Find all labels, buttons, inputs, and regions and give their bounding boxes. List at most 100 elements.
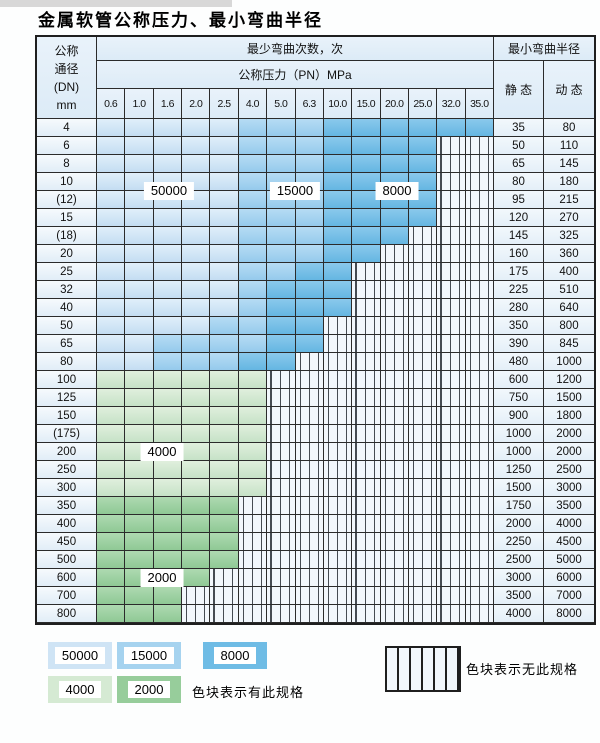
spec-cell: [125, 551, 154, 569]
spec-cell: [238, 299, 268, 317]
spec-cell: [125, 407, 154, 425]
spec-cell: [380, 137, 409, 155]
no-spec-cell: [352, 605, 381, 623]
spec-cell: [97, 119, 126, 137]
no-spec-cell: [380, 281, 409, 299]
static-radius-cell: 3500: [494, 587, 544, 605]
spec-cell: [380, 227, 409, 245]
dn-cell: 450: [37, 533, 97, 551]
spec-cell: [267, 119, 296, 137]
dynamic-radius-cell: 360: [544, 245, 594, 263]
spec-cell: [97, 335, 126, 353]
no-spec-cell: [295, 569, 324, 587]
spec-cell: [408, 119, 438, 137]
no-spec-cell: [352, 389, 381, 407]
spec-cell: [210, 515, 239, 533]
dynamic-radius-cell: 1200: [544, 371, 594, 389]
no-spec-cell: [380, 317, 409, 335]
spec-cell: [182, 425, 211, 443]
spec-cell: [352, 245, 381, 263]
static-radius-cell: 3000: [494, 569, 544, 587]
dynamic-radius-cell: 510: [544, 281, 594, 299]
no-spec-cell: [182, 605, 211, 623]
spec-cell: [97, 515, 126, 533]
spec-cell: [97, 605, 126, 623]
static-radius-cell: 350: [494, 317, 544, 335]
static-radius-cell: 80: [494, 173, 544, 191]
header-pressure-tick: 10.0: [323, 89, 353, 119]
spec-cell: [267, 281, 296, 299]
spec-cell: [97, 587, 126, 605]
no-spec-cell: [267, 587, 296, 605]
no-spec-cell: [380, 569, 409, 587]
no-spec-cell: [352, 371, 381, 389]
spec-cell: [323, 299, 353, 317]
no-spec-cell: [408, 407, 438, 425]
no-spec-cell: [295, 371, 324, 389]
spec-cell: [153, 263, 183, 281]
dynamic-radius-cell: 145: [544, 155, 594, 173]
spec-cell: [210, 335, 239, 353]
spec-cell: [295, 137, 324, 155]
no-spec-cell: [380, 245, 409, 263]
spec-cell: [182, 461, 211, 479]
no-spec-cell: [465, 605, 494, 623]
spec-cell: [295, 227, 324, 245]
no-spec-cell: [437, 371, 466, 389]
spec-cell: [323, 227, 353, 245]
dn-cell: 200: [37, 443, 97, 461]
spec-cell: [238, 371, 268, 389]
no-spec-cell: [295, 353, 324, 371]
spec-cell: [125, 425, 154, 443]
static-radius-cell: 1750: [494, 497, 544, 515]
spec-cell: [182, 227, 211, 245]
dynamic-radius-cell: 400: [544, 263, 594, 281]
no-spec-cell: [437, 173, 466, 191]
header-pressure-tick: 4.0: [238, 89, 268, 119]
dynamic-radius-cell: 3500: [544, 497, 594, 515]
spec-cell: [125, 605, 154, 623]
no-spec-cell: [267, 569, 296, 587]
spec-cell: [380, 155, 409, 173]
spec-cell: [97, 443, 126, 461]
dynamic-radius-cell: 1800: [544, 407, 594, 425]
no-spec-cell: [408, 479, 438, 497]
spec-cell: [267, 335, 296, 353]
no-spec-cell: [352, 299, 381, 317]
dynamic-radius-cell: 640: [544, 299, 594, 317]
spec-cell: [125, 137, 154, 155]
spec-cell: [182, 389, 211, 407]
page-title: 金属软管公称压力、最小弯曲半径: [38, 11, 323, 31]
spec-cell: [125, 281, 154, 299]
no-spec-cell: [408, 227, 438, 245]
static-radius-cell: 175: [494, 263, 544, 281]
no-spec-cell: [437, 443, 466, 461]
spec-cell: [210, 227, 239, 245]
spec-cell: [182, 137, 211, 155]
spec-cell: [97, 425, 126, 443]
spec-cell: [153, 227, 183, 245]
no-spec-cell: [437, 317, 466, 335]
no-spec-cell: [323, 371, 353, 389]
spec-cell: [153, 245, 183, 263]
no-spec-cell: [465, 569, 494, 587]
no-spec-cell: [210, 605, 239, 623]
spec-cell: [238, 407, 268, 425]
spec-cell: [380, 209, 409, 227]
no-spec-cell: [408, 551, 438, 569]
dn-cell: 300: [37, 479, 97, 497]
spec-cell: [125, 119, 154, 137]
spec-cell: [210, 443, 239, 461]
no-spec-cell: [267, 461, 296, 479]
no-spec-cell: [182, 587, 211, 605]
spec-cell: [182, 407, 211, 425]
static-radius-cell: 65: [494, 155, 544, 173]
static-radius-cell: 1250: [494, 461, 544, 479]
static-radius-cell: 750: [494, 389, 544, 407]
no-spec-cell: [323, 425, 353, 443]
no-spec-cell: [267, 425, 296, 443]
no-spec-cell: [352, 281, 381, 299]
spec-cell: [97, 191, 126, 209]
no-spec-cell: [238, 605, 268, 623]
static-radius-cell: 145: [494, 227, 544, 245]
